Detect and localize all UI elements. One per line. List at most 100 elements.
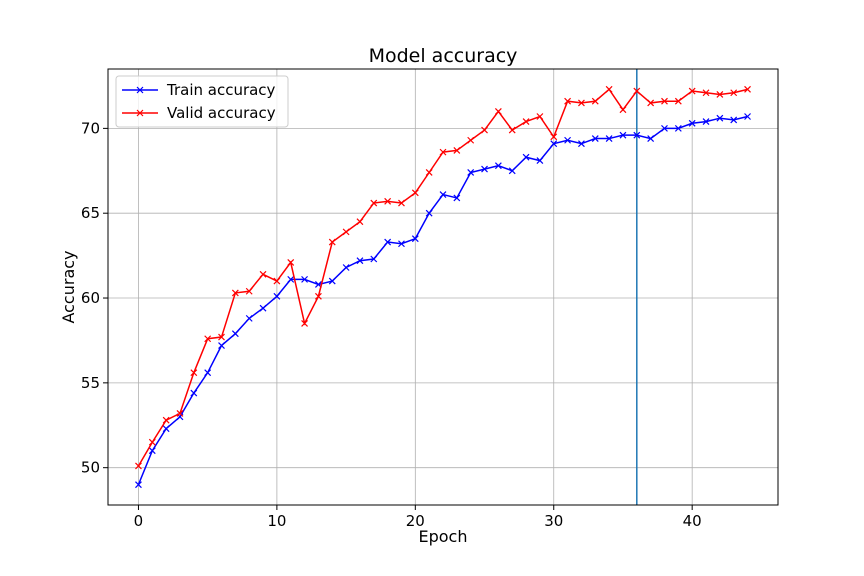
data-point-marker (204, 369, 212, 377)
data-point-marker (148, 438, 156, 446)
data-point-marker (287, 275, 295, 283)
data-point-marker (619, 106, 627, 114)
data-point-marker (301, 320, 308, 327)
y-tick-label: 55 (81, 374, 100, 392)
data-point-marker (370, 255, 378, 263)
data-point-marker (494, 107, 502, 115)
data-point-marker (467, 169, 475, 176)
axis-ticks: 0 10 20 30 40 50 55 60 65 70 (81, 119, 702, 530)
x-tick-label: 40 (683, 512, 702, 530)
data-point-marker (550, 140, 558, 148)
data-point-marker (702, 118, 710, 126)
data-point-marker (536, 113, 544, 120)
data-point-marker (536, 157, 544, 165)
data-point-marker (190, 369, 198, 377)
data-point-marker (605, 135, 613, 142)
data-point-marker (204, 335, 212, 343)
y-tick-label: 50 (81, 459, 100, 477)
data-point-marker (522, 153, 530, 161)
x-tick-label: 30 (544, 512, 563, 530)
data-point-marker (605, 85, 613, 93)
data-point-marker (231, 330, 239, 338)
x-tick-label: 0 (134, 512, 144, 530)
data-point-marker (176, 409, 184, 417)
data-point-marker (273, 292, 281, 300)
data-point-marker (453, 194, 461, 202)
legend: Train accuracy Valid accuracy (115, 75, 289, 128)
y-tick-label: 65 (81, 204, 100, 222)
data-point-marker (162, 425, 170, 433)
data-point-marker (328, 238, 336, 246)
data-point-marker (578, 140, 585, 148)
data-point-marker (259, 270, 267, 278)
data-point-marker (633, 131, 641, 139)
data-point-marker (439, 148, 447, 156)
data-point-marker (716, 114, 724, 122)
y-tick-label: 60 (81, 289, 100, 307)
data-point-marker (647, 135, 655, 142)
data-point-marker (674, 97, 682, 105)
data-point-marker (259, 304, 267, 312)
data-point-marker (481, 126, 488, 134)
series-layer (135, 85, 751, 489)
data-point-marker (245, 314, 253, 322)
data-point-marker (162, 416, 170, 424)
legend-marker (136, 109, 144, 117)
y-tick-label: 70 (81, 119, 100, 137)
data-point-marker (744, 85, 751, 93)
data-point-marker (674, 124, 682, 132)
plot-area-frame (107, 68, 779, 506)
data-point-marker (661, 97, 668, 105)
data-point-marker (744, 113, 751, 120)
data-point-marker (661, 124, 668, 132)
data-point-marker (356, 257, 364, 265)
legend-box (115, 75, 289, 128)
data-point-marker (702, 89, 710, 97)
data-point-marker (148, 447, 156, 455)
data-point-marker (356, 218, 364, 226)
data-point-marker (342, 264, 350, 271)
data-point-marker (647, 99, 655, 107)
data-point-marker (342, 228, 350, 236)
data-point-marker (453, 147, 461, 154)
data-point-marker (591, 135, 599, 142)
x-tick-label: 10 (267, 512, 286, 530)
data-point-marker (730, 116, 738, 124)
data-point-marker (522, 118, 530, 126)
data-point-marker (135, 462, 142, 470)
x-axis-label: Epoch (419, 527, 468, 546)
data-point-marker (370, 199, 378, 207)
data-point-marker (439, 191, 447, 198)
data-point-marker (467, 136, 475, 144)
data-point-marker (384, 197, 392, 205)
data-point-marker (591, 97, 599, 105)
data-point-marker (425, 209, 433, 217)
data-point-marker (716, 91, 724, 98)
data-point-marker (578, 99, 585, 107)
data-point-marker (411, 189, 419, 197)
data-point-marker (273, 277, 281, 285)
data-point-marker (301, 275, 308, 283)
y-axis-label: Accuracy (59, 250, 78, 323)
x-tick-label: 20 (406, 512, 425, 530)
data-point-marker (328, 277, 336, 285)
data-point-marker (564, 97, 572, 105)
chart-title: Model accuracy (369, 45, 518, 67)
data-point-marker (398, 199, 405, 207)
series-valid-accuracy (135, 85, 751, 470)
data-point-marker (245, 287, 253, 295)
data-point-marker (633, 87, 641, 95)
legend-label: Valid accuracy (167, 104, 276, 122)
data-point-marker (550, 133, 558, 141)
data-point-marker (425, 169, 433, 176)
data-point-marker (218, 333, 225, 341)
data-point-marker (688, 119, 696, 127)
data-point-marker (135, 481, 142, 489)
data-point-marker (730, 89, 738, 97)
data-point-marker (398, 240, 405, 248)
data-point-marker (508, 167, 516, 175)
legend-label: Train accuracy (166, 81, 276, 99)
data-point-marker (688, 87, 696, 95)
data-point-marker (564, 136, 572, 144)
